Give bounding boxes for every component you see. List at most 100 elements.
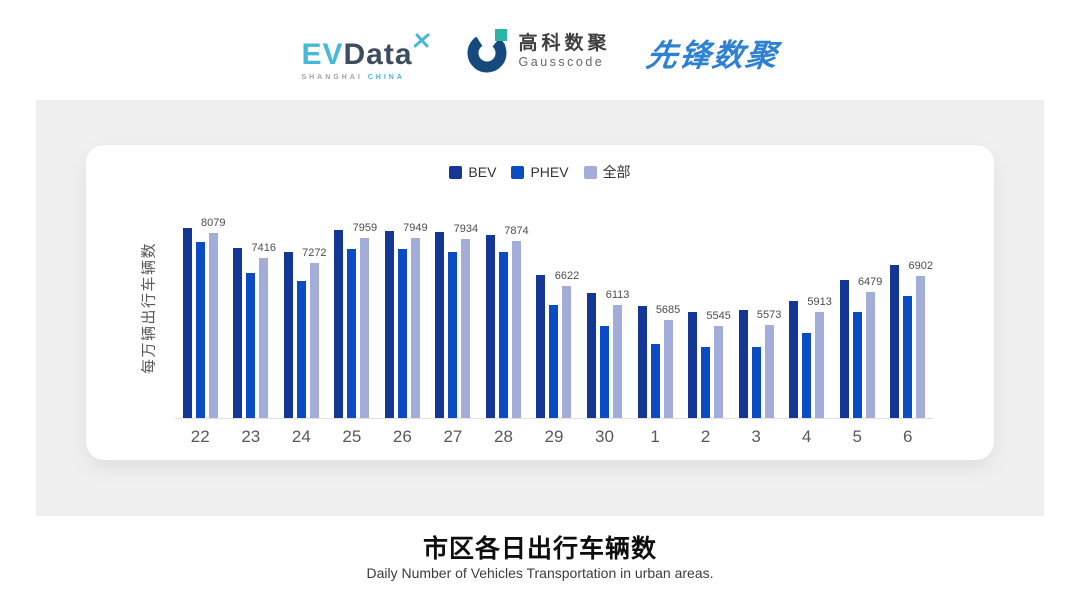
- bar-BEV-29: [536, 274, 546, 418]
- bar-BEV-23: [233, 247, 243, 418]
- chart-card: BEV PHEV 全部 每万辆出行车辆数 8079 7416 7272 7959 7949 7…: [86, 145, 994, 460]
- x-tick-23: 23: [241, 427, 261, 446]
- chart-legend: BEV PHEV 全部: [86, 162, 994, 182]
- bar-PHEV-29: [549, 305, 559, 418]
- evdata-data-text: Data: [343, 37, 413, 71]
- bar-value-label-1: 5685: [655, 304, 681, 317]
- bar-BEV-2: [688, 311, 698, 418]
- bar-group-29: 6622: [529, 200, 580, 418]
- bar-PHEV-23: [246, 273, 256, 418]
- bar-全部-5: [865, 291, 875, 418]
- x-tick-4: 4: [801, 427, 812, 446]
- bar-value-label-28: 7874: [504, 224, 529, 237]
- bar-value-label-3: 5573: [756, 308, 782, 321]
- gausscode-mark-icon: [466, 27, 510, 78]
- bar-BEV-30: [587, 292, 597, 418]
- bar-value-label-6: 6902: [908, 260, 933, 273]
- x-tick-24: 24: [291, 427, 311, 446]
- bar-value-label-29: 6622: [554, 270, 580, 283]
- caption-subtitle: Daily Number of Vehicles Transportation …: [366, 565, 714, 581]
- bar-全部-29: [562, 286, 572, 418]
- bar-BEV-25: [334, 230, 344, 418]
- plot-area: 8079 7416 7272 7959 7949 7934 7874 6622 6113 5685…: [175, 200, 933, 419]
- bar-BEV-3: [738, 310, 748, 418]
- x-tick-6: 6: [902, 427, 913, 446]
- evdata-subtext: SHANGHAI CHINA: [301, 73, 405, 81]
- y-axis-label: 每万辆出行车辆数: [140, 241, 158, 375]
- legend-swatch-icon: [511, 165, 525, 179]
- bar-BEV-28: [485, 234, 495, 418]
- evdata-ev-text: EV: [301, 37, 344, 71]
- legend-label: BEV: [468, 164, 497, 180]
- header-logos: EV Data SHANGHAI CHINA 高科数聚: [0, 20, 1080, 84]
- x-tick-25: 25: [342, 427, 362, 446]
- bar-全部-1: [663, 320, 673, 418]
- bar-BEV-1: [637, 305, 647, 418]
- bar-BEV-27: [435, 231, 445, 418]
- gausscode-logo: 高科数聚 Gausscode: [466, 27, 611, 78]
- bar-value-label-25: 7959: [352, 221, 378, 234]
- bar-全部-3: [764, 324, 774, 418]
- bar-BEV-6: [890, 265, 900, 418]
- bar-PHEV-2: [701, 347, 711, 418]
- bar-PHEV-30: [600, 326, 610, 418]
- bar-group-24: 7272: [276, 200, 327, 418]
- bar-全部-25: [360, 237, 370, 418]
- x-tick-2: 2: [700, 427, 711, 446]
- bar-group-26: 7949: [377, 200, 428, 418]
- bar-value-label-4: 5913: [807, 296, 832, 309]
- bar-group-3: 5573: [731, 200, 782, 418]
- bar-PHEV-26: [397, 249, 407, 418]
- bar-value-label-23: 7416: [251, 241, 277, 254]
- bar-PHEV-3: [751, 346, 761, 418]
- bar-group-23: 7416: [226, 200, 277, 418]
- bar-全部-26: [410, 238, 420, 418]
- bar-group-22: 8079: [175, 200, 226, 418]
- bar-全部-23: [259, 257, 269, 418]
- bar-BEV-24: [283, 251, 293, 418]
- bar-全部-22: [208, 233, 218, 418]
- bar-group-2: 5545: [680, 200, 731, 418]
- bar-BEV-4: [789, 301, 799, 418]
- legend-item-全部[interactable]: 全部: [583, 162, 631, 182]
- evdata-wordmark: EV Data: [301, 24, 430, 71]
- x-tick-27: 27: [443, 427, 463, 446]
- bar-全部-6: [916, 276, 926, 418]
- bar-PHEV-22: [195, 241, 205, 418]
- bar-全部-24: [309, 262, 319, 418]
- x-axis-ticks: 22 23 24 25 26 27 28 29 30 1 2 3 4 5 6: [175, 427, 933, 447]
- legend-item-BEV[interactable]: BEV: [449, 162, 496, 182]
- pioneer-logo: 先锋数聚: [643, 37, 781, 73]
- bar-value-label-27: 7934: [453, 222, 479, 235]
- bar-全部-30: [613, 304, 623, 418]
- bar-PHEV-25: [347, 248, 357, 418]
- x-tick-29: 29: [544, 427, 564, 446]
- bar-group-6: 6902: [882, 200, 933, 418]
- x-tick-5: 5: [852, 427, 862, 446]
- bar-全部-27: [461, 238, 471, 418]
- bar-全部-4: [815, 312, 825, 418]
- gausscode-cn-text: 高科数聚: [518, 33, 611, 55]
- evdata-star-icon: [413, 24, 430, 54]
- bar-value-label-26: 7949: [403, 222, 428, 235]
- bar-PHEV-24: [296, 280, 306, 418]
- bar-value-label-24: 7272: [302, 246, 327, 259]
- legend-swatch-icon: [583, 165, 597, 179]
- evdata-logo: EV Data SHANGHAI CHINA: [301, 24, 430, 81]
- bar-group-5: 6479: [832, 200, 883, 418]
- bar-value-label-22: 8079: [201, 217, 226, 230]
- bar-value-label-30: 6113: [605, 288, 630, 301]
- legend-swatch-icon: [449, 165, 463, 179]
- bar-PHEV-5: [852, 311, 862, 418]
- x-tick-3: 3: [751, 427, 761, 446]
- legend-label: 全部: [602, 164, 631, 180]
- x-tick-28: 28: [493, 427, 513, 446]
- x-tick-22: 22: [190, 427, 210, 446]
- bar-group-27: 7934: [428, 200, 479, 418]
- bar-value-label-5: 6479: [857, 275, 883, 288]
- gausscode-en-text: Gausscode: [518, 55, 605, 70]
- bar-group-30: 6113: [579, 200, 630, 418]
- legend-item-PHEV[interactable]: PHEV: [511, 162, 569, 182]
- legend-label: PHEV: [530, 164, 569, 180]
- bar-PHEV-27: [448, 251, 458, 418]
